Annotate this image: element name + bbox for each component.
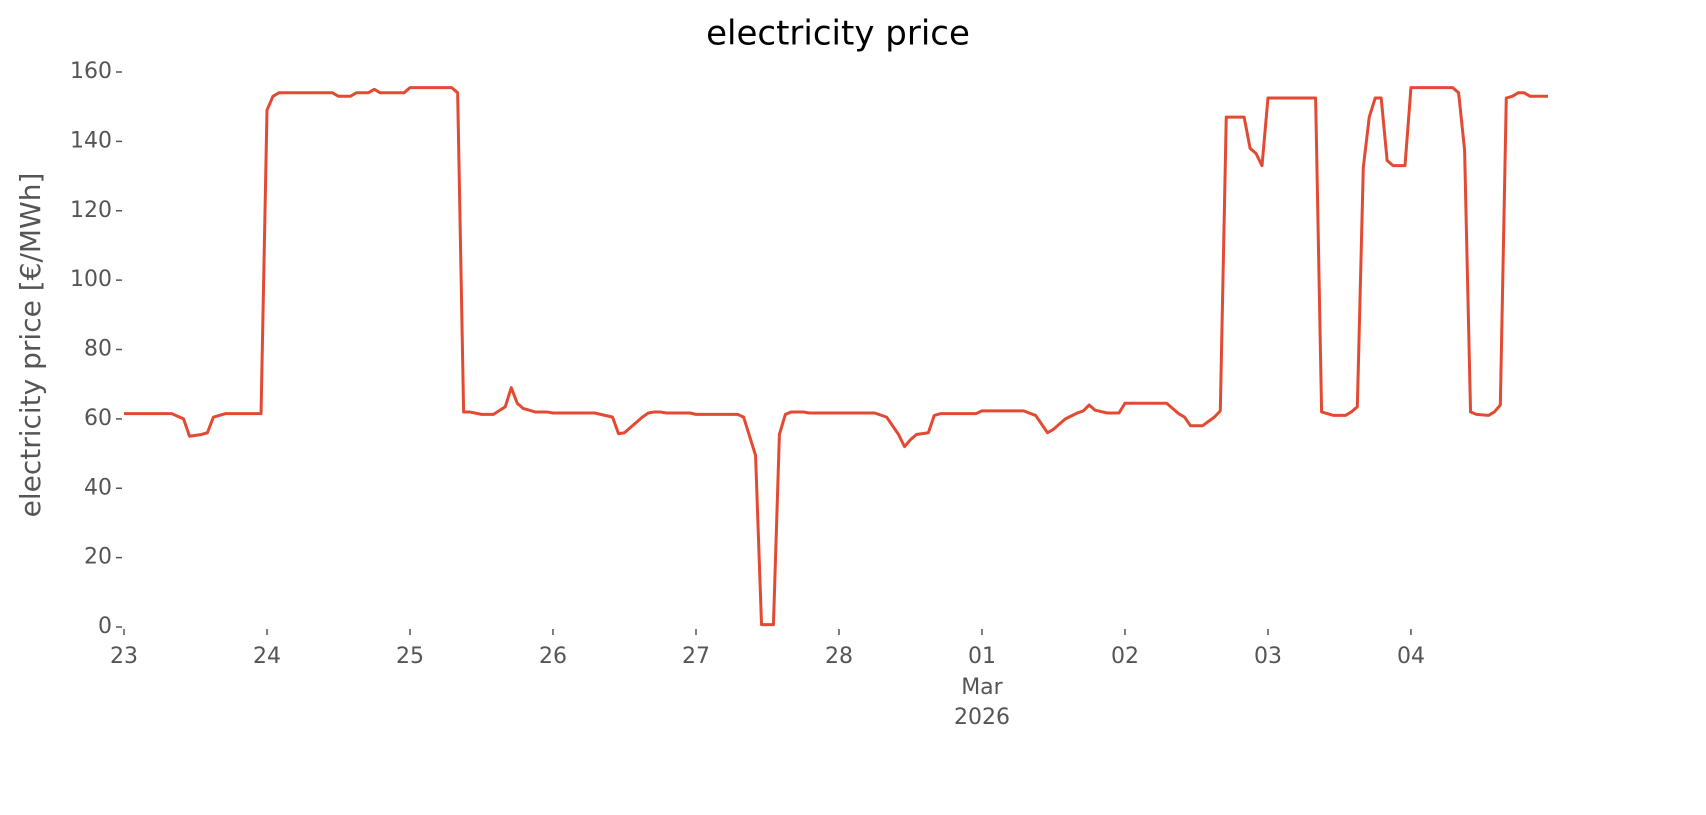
x-tick-label: 24 — [253, 644, 281, 669]
y-axis-label: electricity price [€/MWh] — [14, 173, 47, 518]
x-tick-label: 23 — [110, 644, 138, 669]
y-tick-label: 160 — [70, 59, 112, 84]
x-tick-label: 25 — [396, 644, 424, 669]
y-tick-label: 20 — [84, 545, 112, 570]
x-tick-label: 26 — [539, 644, 567, 669]
y-tick-label: 40 — [84, 475, 112, 500]
x-tick-label: 01 — [968, 644, 996, 669]
y-tick-label: 120 — [70, 198, 112, 223]
x-tick-label: 27 — [682, 644, 710, 669]
x-tick-sublabel: 2026 — [954, 705, 1010, 730]
y-tick-label: 80 — [84, 337, 112, 362]
y-tick-label: 60 — [84, 406, 112, 431]
price-line — [124, 86, 1548, 627]
y-tick-label: 100 — [70, 267, 112, 292]
y-tick-label: 140 — [70, 128, 112, 153]
chart-title: electricity price — [706, 14, 970, 54]
x-tick-label: 03 — [1254, 644, 1282, 669]
x-tick-label: 28 — [825, 644, 853, 669]
x-tick-label: 02 — [1111, 644, 1139, 669]
x-tick-label: 04 — [1397, 644, 1425, 669]
y-tick-label: 0 — [98, 614, 112, 639]
x-tick-sublabel: Mar — [961, 675, 1003, 700]
